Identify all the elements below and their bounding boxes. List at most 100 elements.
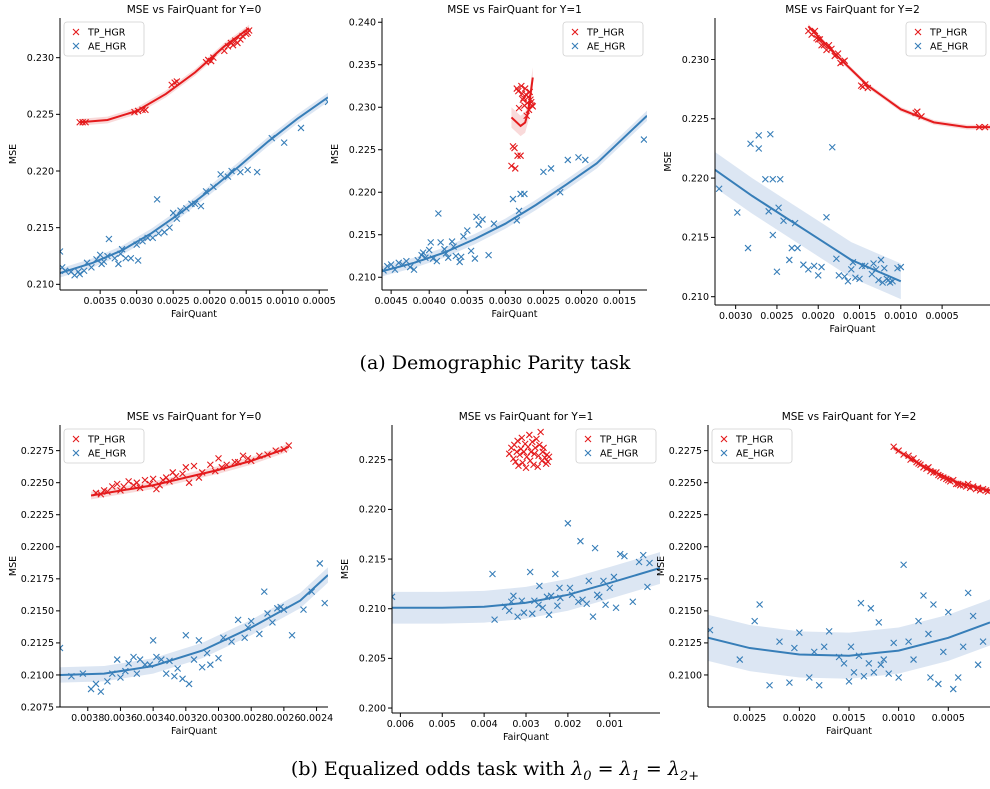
fit-line (60, 574, 328, 676)
data-point (979, 638, 987, 646)
data-point (166, 657, 173, 665)
data-point (505, 450, 513, 458)
y-tick-label: 0.220 (349, 188, 376, 199)
chart-title: MSE vs FairQuant for Y=1 (447, 4, 582, 16)
data-point (422, 254, 429, 262)
data-point (766, 130, 774, 138)
data-point (775, 204, 782, 212)
data-point (234, 616, 242, 624)
data-point (930, 601, 937, 608)
y-tick-label: 0.230 (349, 103, 376, 114)
data-point (847, 643, 855, 651)
data-point (82, 118, 89, 126)
data-point (244, 624, 252, 631)
data-point (434, 210, 442, 217)
data-point (530, 450, 538, 458)
data-point (761, 175, 769, 183)
data-point (321, 599, 328, 607)
data-point (156, 481, 164, 489)
chart-title: MSE vs FairQuant for Y=2 (782, 411, 917, 423)
x-tick-label: 0.0025 (157, 296, 190, 307)
y-tick-label: 0.220 (359, 505, 386, 516)
data-point (383, 262, 391, 270)
data-point (925, 630, 932, 638)
chart-title: MSE vs FairQuant for Y=2 (785, 4, 920, 16)
x-axis-label: FairQuant (491, 309, 537, 320)
data-point (861, 262, 869, 270)
fit-line (807, 25, 990, 129)
data-point (556, 594, 564, 602)
data-point (224, 173, 232, 181)
data-point (574, 598, 582, 606)
data-point (60, 644, 64, 652)
legend-marker (72, 435, 80, 443)
data-point (530, 461, 537, 469)
legend-label: TP_HGR (735, 434, 774, 445)
data-point (460, 233, 467, 240)
data-point (602, 601, 609, 609)
data-point (635, 558, 643, 566)
data-point (591, 544, 599, 552)
data-point (448, 238, 456, 245)
data-point (463, 227, 471, 234)
data-point (773, 268, 781, 276)
data-point (536, 441, 543, 449)
data-point (864, 84, 872, 92)
x-tick-label: 0.0035 (84, 296, 117, 307)
data-point (820, 643, 828, 651)
data-point (575, 154, 582, 161)
data-point (198, 469, 206, 476)
data-point (895, 674, 903, 681)
data-point (646, 559, 653, 567)
y-tick-label: 0.215 (27, 223, 54, 234)
data-point (518, 434, 526, 442)
data-point (939, 648, 947, 656)
data-point (118, 245, 126, 253)
data-point (108, 483, 116, 490)
data-point (616, 550, 624, 558)
data-point (392, 593, 396, 601)
x-tick-label: 0.0025 (527, 296, 560, 307)
data-point (166, 478, 173, 485)
data-point (264, 610, 271, 617)
x-tick-label: 0.0030 (120, 296, 153, 307)
data-point (823, 46, 830, 54)
y-tick-label: 0.205 (359, 654, 386, 665)
chart-panel-a1: 0.0035 0.0030 0.0025 0.0020 0.0015 0.0010 0.00… (8, 4, 336, 320)
y-tick-label: 0.225 (349, 145, 376, 156)
chart-panel-b1: 0.0038 0.0036 0.0034 0.0032 0.0030 0.0028 0.00… (8, 411, 333, 737)
data-point (825, 627, 833, 635)
data-point (179, 675, 186, 683)
data-point (104, 488, 111, 496)
y-axis-label: MSE (8, 144, 19, 164)
y-axis-label: MSE (663, 151, 674, 171)
data-point (190, 462, 198, 470)
data-point (255, 630, 263, 638)
data-point (545, 611, 553, 619)
data-point (515, 104, 523, 112)
data-point (918, 113, 925, 120)
y-axis-label: MSE (340, 559, 351, 579)
data-point (889, 277, 896, 285)
data-point (875, 276, 882, 284)
data-point (733, 209, 741, 216)
data-point (526, 568, 534, 576)
y-axis-label: MSE (8, 556, 19, 576)
data-point (190, 656, 198, 663)
data-point (153, 195, 161, 203)
legend-label: AE_HGR (600, 448, 639, 459)
data-point (533, 435, 540, 443)
data-point (402, 257, 410, 265)
data-point (755, 132, 763, 139)
data-point (815, 681, 823, 689)
legend: TP_HGR AE_HGR (905, 21, 987, 57)
legend-box (63, 21, 145, 57)
data-point (244, 166, 252, 174)
data-point (975, 123, 983, 131)
data-point (833, 255, 840, 263)
data-point (825, 41, 833, 49)
data-point (751, 617, 759, 625)
chart-panel-b3: 0.0025 0.0020 0.0015 0.0010 0.0005 0.2100 0.21… (656, 411, 990, 737)
data-point (835, 653, 843, 661)
data-point (920, 592, 927, 599)
